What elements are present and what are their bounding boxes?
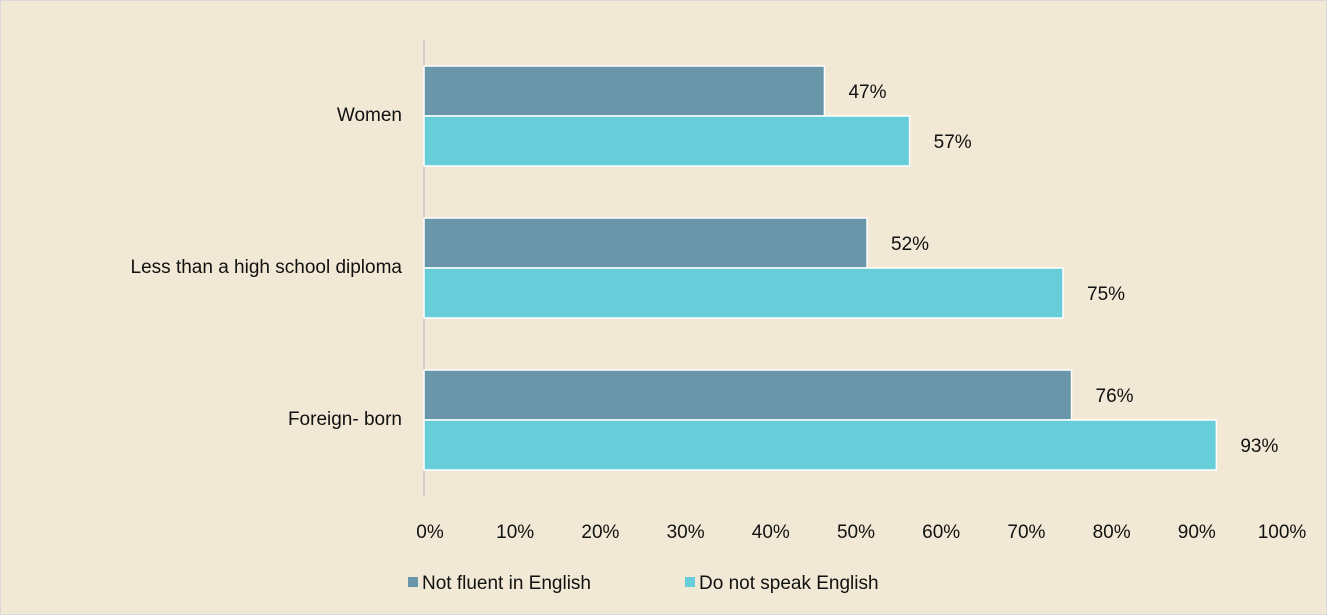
value-label: 76%	[1096, 386, 1134, 407]
y-tick-label: Foreign- born	[288, 409, 402, 430]
x-tick-label: 60%	[922, 522, 960, 543]
legend-swatch	[685, 577, 695, 587]
legend-label: Not fluent in English	[422, 573, 591, 594]
value-label: 93%	[1240, 436, 1278, 457]
bar	[423, 419, 1218, 471]
x-tick-label: 70%	[1007, 522, 1045, 543]
x-tick-label: 50%	[837, 522, 875, 543]
x-tick-label: 30%	[667, 522, 705, 543]
bar	[423, 65, 826, 117]
x-tick-label: 10%	[496, 522, 534, 543]
y-tick-label: Women	[337, 105, 402, 126]
value-label: 75%	[1087, 284, 1125, 305]
bar	[423, 369, 1073, 421]
value-label: 52%	[891, 234, 929, 255]
x-tick-label: 0%	[416, 522, 444, 543]
bar	[423, 267, 1064, 319]
x-tick-label: 20%	[581, 522, 619, 543]
value-label: 47%	[848, 82, 886, 103]
x-tick-label: 90%	[1178, 522, 1216, 543]
x-tick-label: 40%	[752, 522, 790, 543]
x-tick-label: 100%	[1258, 522, 1307, 543]
x-tick-label: 80%	[1093, 522, 1131, 543]
bar	[423, 115, 911, 167]
y-tick-label: Less than a high school diploma	[131, 257, 403, 278]
value-label: 57%	[934, 132, 972, 153]
legend-swatch	[408, 577, 418, 587]
bar	[423, 217, 868, 269]
legend-label: Do not speak English	[699, 573, 879, 594]
